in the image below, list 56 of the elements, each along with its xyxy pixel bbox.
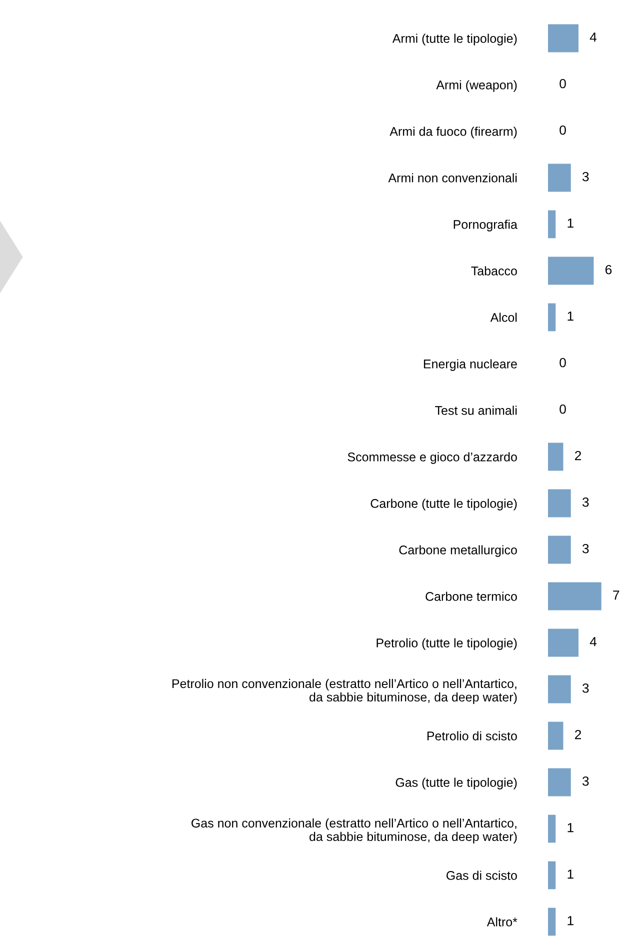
data-label: 4 [590, 32, 597, 42]
data-label: 3 [582, 172, 589, 182]
y-tick-label: Altro* [486, 917, 518, 926]
y-tick-label: Carbone termico [426, 592, 517, 601]
bar [548, 908, 556, 936]
bar [548, 256, 594, 285]
data-label: 0 [560, 404, 566, 414]
y-tick-label: Petrolio (tutte le tipologie) [376, 638, 517, 650]
bar [548, 489, 571, 518]
y-tick-label: Armi (tutte le tipologie) [392, 34, 517, 46]
y-tick-label: Gas non convenzionale (estratto nell’Artico o nell’Antartico, da sabbie bituminose, da deep water) [192, 818, 517, 844]
bar [548, 24, 578, 52]
bar [548, 768, 571, 796]
bar [548, 722, 564, 750]
data-label: 1 [568, 312, 574, 321]
y-tick-label: Armi da fuoco (firearm) [390, 126, 517, 138]
bar [548, 210, 556, 238]
y-tick-label: Gas di scisto [446, 870, 517, 880]
bar [548, 303, 556, 332]
bar [548, 861, 556, 890]
bar [548, 675, 571, 704]
data-label: 6 [605, 264, 612, 274]
bar [548, 628, 578, 657]
data-label: 1 [568, 218, 574, 228]
data-label: 1 [568, 870, 574, 879]
data-label: 2 [575, 450, 582, 460]
y-tick-label: Energia nucleare [424, 359, 517, 371]
y-tick-label: Armi (weapon) [436, 80, 517, 92]
data-label: 7 [613, 590, 620, 600]
data-label: 0 [560, 125, 566, 135]
data-label: 0 [560, 78, 566, 88]
y-tick-label: Armi non convenzionali [388, 173, 517, 182]
data-label: 3 [582, 497, 589, 507]
y-tick-label: Tabacco [471, 266, 517, 276]
data-label: 3 [582, 544, 589, 554]
bar [548, 582, 602, 610]
bar [548, 164, 571, 192]
y-tick-label: Test su animali [435, 406, 517, 415]
data-label: 3 [582, 683, 589, 693]
data-label: 0 [560, 358, 566, 368]
bar [548, 536, 571, 564]
bar [548, 814, 556, 843]
y-tick-label: Scommesse e gioco d’azzardo [348, 452, 517, 464]
y-tick-label: Petrolio di scisto [427, 731, 517, 740]
y-tick-label: Petrolio non convenzionale (estratto nell’Artico o nell’Antartico, da sabbie bituminose, da deep water) [172, 678, 517, 704]
bar [548, 442, 564, 471]
y-tick-label: Gas (tutte le tipologie) [396, 778, 517, 790]
data-label: 4 [590, 637, 597, 646]
y-tick-label: Pornografia [454, 220, 518, 232]
data-label: 1 [568, 823, 574, 832]
y-tick-label: Alcol [490, 312, 517, 322]
y-tick-label: Carbone metallurgico [399, 545, 517, 557]
y-tick-label: Carbone (tutte le tipologie) [370, 498, 517, 510]
data-label: 2 [575, 730, 582, 740]
data-label: 1 [568, 916, 574, 926]
data-label: 3 [582, 776, 589, 786]
